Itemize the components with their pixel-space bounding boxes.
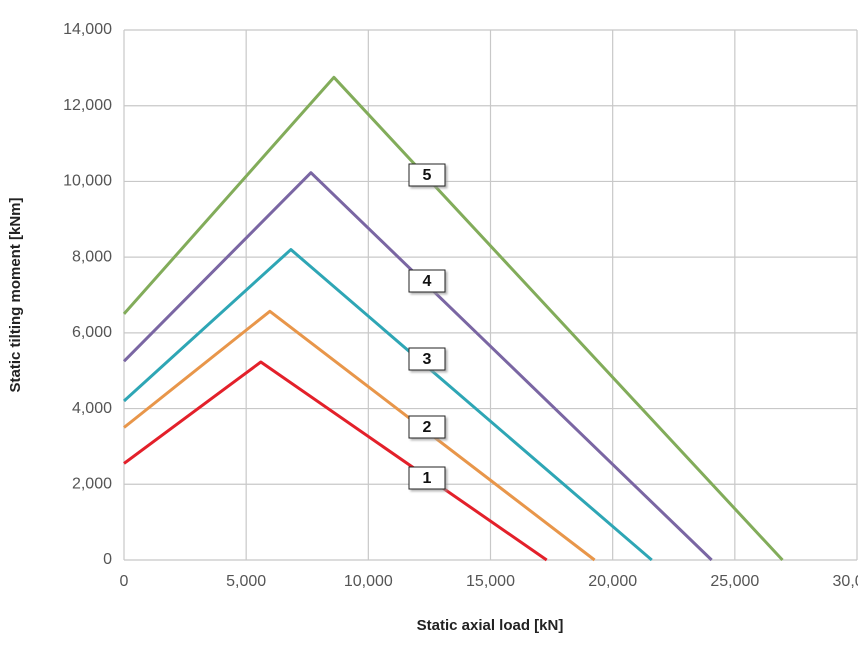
label-box [408,466,446,490]
series-name: 5 [423,167,432,184]
y-tick-label: 14,000 [63,21,112,38]
y-tick-label: 4,000 [72,400,112,417]
label-box [408,415,446,439]
series-line [123,309,596,562]
x-tick-label: 15,000 [466,573,515,590]
x-tick-label: 25,000 [710,573,759,590]
series-line [123,360,548,562]
series-name: 1 [423,470,432,487]
y-axis-title: Static tilting moment [kNm] [7,197,24,392]
label-box [408,269,446,293]
series-name: 3 [423,351,432,368]
y-tick-label: 10,000 [63,173,112,190]
x-axis-title: Static axial load [kN] [417,617,564,634]
y-tick-label: 2,000 [72,476,112,493]
label-box [408,347,446,371]
label-box [408,163,446,187]
y-tick-label: 8,000 [72,248,112,265]
x-tick-label: 20,000 [588,573,637,590]
series-label: 4 [408,269,446,293]
series-label: 3 [408,347,446,371]
x-tick-label: 0 [120,573,129,590]
series-line [122,248,653,562]
series-line [122,75,784,562]
series-name: 2 [423,419,432,436]
series-label: 2 [408,415,446,439]
x-tick-label: 30,000 [833,573,858,590]
series-label: 1 [408,466,446,490]
series-line [122,171,713,562]
y-tick-label: 6,000 [72,324,112,341]
x-tick-label: 5,000 [226,573,266,590]
y-tick-label: 0 [103,551,112,568]
x-tick-label: 10,000 [344,573,393,590]
series-label: 5 [408,163,446,187]
series-name: 4 [423,273,432,290]
y-tick-label: 12,000 [63,97,112,114]
